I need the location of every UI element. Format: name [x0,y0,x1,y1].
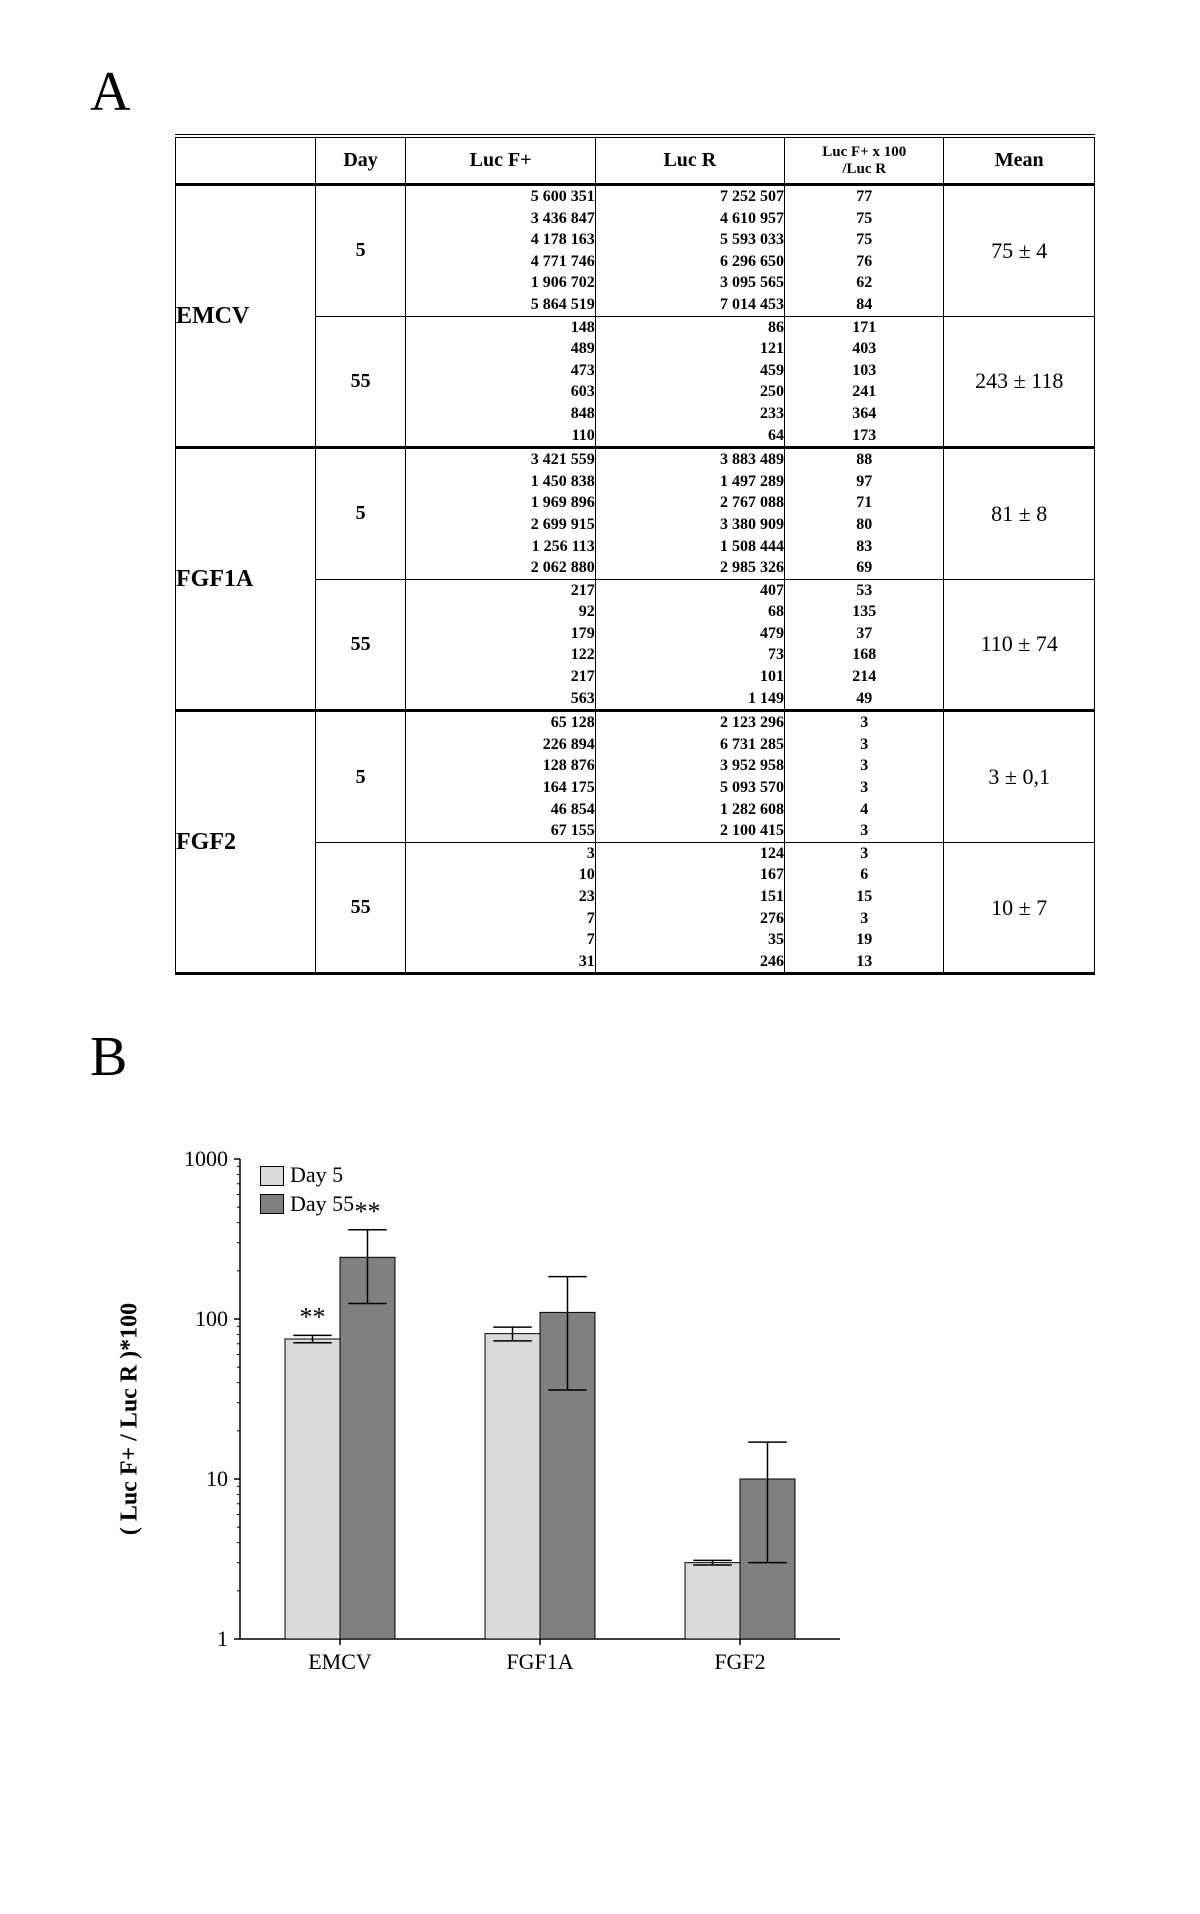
ratio-cell: 333343 [785,711,944,843]
day-cell: 55 [315,316,406,448]
th-day: Day [315,136,406,185]
table-row: EMCV55 600 3513 436 8474 178 1634 771 74… [176,185,1095,317]
svg-text:**: ** [300,1303,326,1332]
svg-text:10: 10 [206,1466,228,1491]
th-rowlabel [176,136,316,185]
th-ratio-l1: Luc F+ x 100 [789,144,939,161]
mean-cell: 81 ± 8 [944,448,1095,580]
th-ratio: Luc F+ x 100 /Luc R [785,136,944,185]
lucR-cell: 2 123 2966 731 2853 952 9585 093 5701 28… [595,711,784,843]
lucR-cell: 3 883 4891 497 2892 767 0883 380 9091 50… [595,448,784,580]
ratio-cell: 171403103241364173 [785,316,944,448]
legend-swatch [260,1166,284,1186]
day-cell: 5 [315,448,406,580]
legend-swatch [260,1194,284,1214]
th-lucr: Luc R [595,136,784,185]
mean-cell: 110 ± 74 [944,579,1095,711]
svg-text:1: 1 [217,1626,228,1651]
svg-text:100: 100 [195,1306,228,1331]
table-header-row: Day Luc F+ Luc R Luc F+ x 100 /Luc R Mea… [176,136,1095,185]
lucR-cell: 7 252 5074 610 9575 593 0336 296 6503 09… [595,185,784,317]
ratio-cell: 777575766284 [785,185,944,317]
lucR-cell: 8612145925023364 [595,316,784,448]
svg-text:1000: 1000 [184,1146,228,1171]
th-ratio-l2: /Luc R [789,161,939,178]
row-label: FGF2 [176,711,316,974]
table-row: FGF1A53 421 5591 450 8381 969 8962 699 9… [176,448,1095,580]
legend-item: Day 5 [260,1161,354,1190]
panel-a-letter: A [90,60,1120,124]
mean-cell: 10 ± 7 [944,842,1095,974]
day-cell: 5 [315,185,406,317]
chart-y-axis-label: ( Luc F+ / Luc R )*100 [117,1303,144,1535]
th-lucf: Luc F+ [406,136,595,185]
lucR-cell: 12416715127635246 [595,842,784,974]
chart-container: ( Luc F+ / Luc R )*100 1101001000****EMC… [140,1139,900,1699]
legend-label: Day 55 [290,1190,354,1219]
legend-item: Day 55 [260,1190,354,1219]
day-cell: 5 [315,711,406,843]
lucF-cell: 21792179122217563 [406,579,595,711]
day-cell: 55 [315,579,406,711]
lucF-cell: 310237731 [406,842,595,974]
svg-text:**: ** [355,1197,381,1226]
lucF-cell: 148489473603848110 [406,316,595,448]
table-row: FGF2565 128226 894128 876164 17546 85467… [176,711,1095,843]
svg-text:FGF1A: FGF1A [506,1649,573,1674]
lucR-cell: 40768479731011 149 [595,579,784,711]
svg-text:EMCV: EMCV [308,1649,372,1674]
lucF-cell: 5 600 3513 436 8474 178 1634 771 7461 90… [406,185,595,317]
bar-chart: 1 10 100 1000 ** ** EMCV FGF1A FGF2 [140,1139,860,1699]
table-a-container: Day Luc F+ Luc R Luc F+ x 100 /Luc R Mea… [175,134,1095,975]
mean-cell: 75 ± 4 [944,185,1095,317]
ratio-cell: 889771808369 [785,448,944,580]
th-mean: Mean [944,136,1095,185]
panel-b-letter: B [90,1025,1120,1089]
chart-legend: Day 5Day 55 [260,1161,354,1218]
mean-cell: 243 ± 118 [944,316,1095,448]
ratio-cell: 361531913 [785,842,944,974]
lucF-cell: 3 421 5591 450 8381 969 8962 699 9151 25… [406,448,595,580]
mean-cell: 3 ± 0,1 [944,711,1095,843]
ratio-cell: 531353716821449 [785,579,944,711]
lucF-cell: 65 128226 894128 876164 17546 85467 155 [406,711,595,843]
svg-text:FGF2: FGF2 [714,1649,765,1674]
row-label: EMCV [176,185,316,448]
legend-label: Day 5 [290,1161,343,1190]
row-label: FGF1A [176,448,316,711]
day-cell: 55 [315,842,406,974]
data-table: Day Luc F+ Luc R Luc F+ x 100 /Luc R Mea… [175,134,1095,975]
